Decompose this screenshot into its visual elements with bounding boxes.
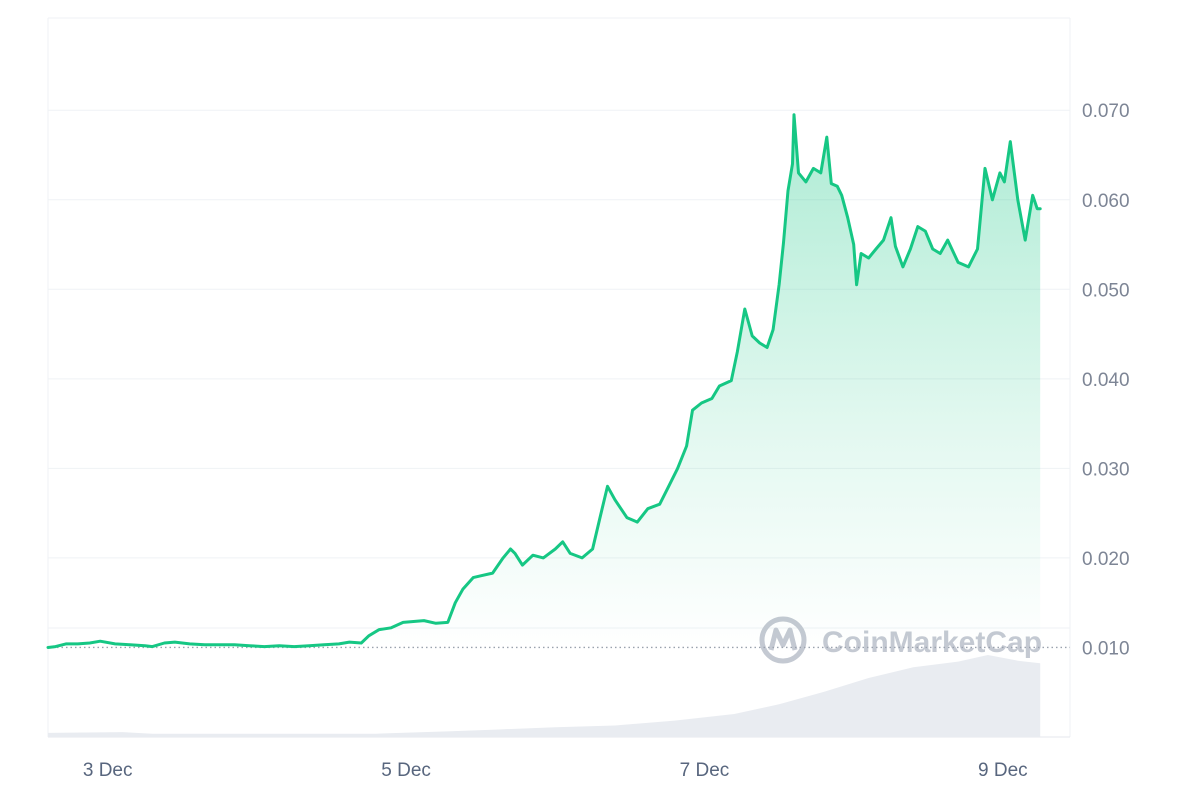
y-tick-label: 0.030 (1082, 459, 1130, 480)
y-tick-label: 0.070 (1082, 101, 1130, 122)
y-tick-label: 0.050 (1082, 280, 1130, 301)
price-area (48, 114, 1041, 648)
x-tick-label: 9 Dec (978, 760, 1028, 781)
x-tick-label: 5 Dec (381, 760, 431, 781)
y-tick-label: 0.040 (1082, 370, 1130, 391)
y-axis: 0.070 0.060 0.050 0.040 0.030 0.020 0.010 (1082, 101, 1130, 659)
price-line-path[interactable] (46, 113, 1042, 649)
x-tick-label: 7 Dec (680, 760, 730, 781)
price-area-fill (48, 114, 1041, 648)
y-tick-label: 0.010 (1082, 638, 1130, 659)
volume-area-path (48, 655, 1041, 737)
y-tick-label: 0.060 (1082, 191, 1130, 212)
volume-area (48, 655, 1041, 737)
y-tick-label: 0.020 (1082, 549, 1130, 570)
x-axis: 3 Dec 5 Dec 7 Dec 9 Dec (83, 760, 1028, 781)
price-line[interactable] (46, 113, 1042, 649)
x-tick-label: 3 Dec (83, 760, 133, 781)
